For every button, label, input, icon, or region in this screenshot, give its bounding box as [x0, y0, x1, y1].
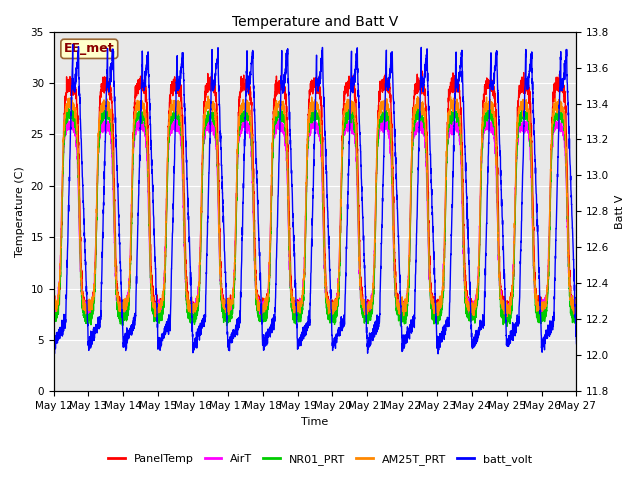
AirT: [462, 296, 470, 302]
batt_volt: [69, 42, 77, 48]
batt_volt: [572, 324, 580, 329]
batt_volt: [144, 66, 152, 72]
NR01_PRT: [295, 317, 303, 323]
NR01_PRT: [143, 151, 151, 156]
AirT: [432, 302, 440, 308]
batt_volt: [50, 345, 58, 350]
PanelTemp: [50, 303, 58, 309]
NR01_PRT: [403, 313, 411, 319]
AM25T_PRT: [462, 290, 470, 296]
PanelTemp: [144, 123, 152, 129]
AirT: [143, 170, 151, 176]
X-axis label: Time: Time: [301, 417, 328, 427]
Line: PanelTemp: PanelTemp: [54, 71, 577, 321]
Line: AirT: AirT: [54, 115, 577, 317]
batt_volt: [573, 341, 580, 347]
AM25T_PRT: [573, 304, 580, 310]
PanelTemp: [572, 308, 580, 314]
Y-axis label: Temperature (C): Temperature (C): [15, 166, 25, 257]
NR01_PRT: [572, 313, 580, 319]
PanelTemp: [432, 299, 440, 304]
batt_volt: [432, 320, 440, 326]
AirT: [349, 112, 356, 118]
Text: EE_met: EE_met: [64, 42, 115, 55]
PanelTemp: [419, 68, 426, 74]
batt_volt: [462, 168, 470, 174]
NR01_PRT: [50, 313, 58, 319]
AM25T_PRT: [152, 314, 159, 320]
AM25T_PRT: [296, 306, 303, 312]
PanelTemp: [462, 279, 470, 285]
AirT: [403, 296, 411, 301]
AirT: [295, 305, 303, 311]
AM25T_PRT: [50, 308, 58, 314]
AM25T_PRT: [204, 93, 212, 99]
batt_volt: [403, 332, 411, 337]
Line: batt_volt: batt_volt: [54, 45, 577, 354]
AirT: [573, 305, 580, 311]
AirT: [572, 305, 580, 311]
AirT: [50, 298, 58, 304]
NR01_PRT: [432, 316, 440, 322]
AM25T_PRT: [572, 306, 580, 312]
AM25T_PRT: [143, 143, 151, 148]
batt_volt: [434, 351, 442, 357]
AM25T_PRT: [432, 302, 440, 308]
AM25T_PRT: [403, 294, 411, 300]
AirT: [360, 314, 367, 320]
Line: AM25T_PRT: AM25T_PRT: [54, 96, 577, 317]
NR01_PRT: [461, 301, 469, 307]
PanelTemp: [403, 296, 411, 301]
batt_volt: [296, 338, 303, 344]
Y-axis label: Batt V: Batt V: [615, 194, 625, 228]
Title: Temperature and Batt V: Temperature and Batt V: [232, 15, 398, 29]
NR01_PRT: [573, 312, 580, 317]
PanelTemp: [116, 318, 124, 324]
NR01_PRT: [503, 324, 511, 329]
PanelTemp: [573, 301, 580, 307]
Line: NR01_PRT: NR01_PRT: [54, 103, 577, 326]
Legend: PanelTemp, AirT, NR01_PRT, AM25T_PRT, batt_volt: PanelTemp, AirT, NR01_PRT, AM25T_PRT, ba…: [104, 450, 536, 469]
PanelTemp: [296, 308, 303, 314]
NR01_PRT: [487, 100, 495, 106]
